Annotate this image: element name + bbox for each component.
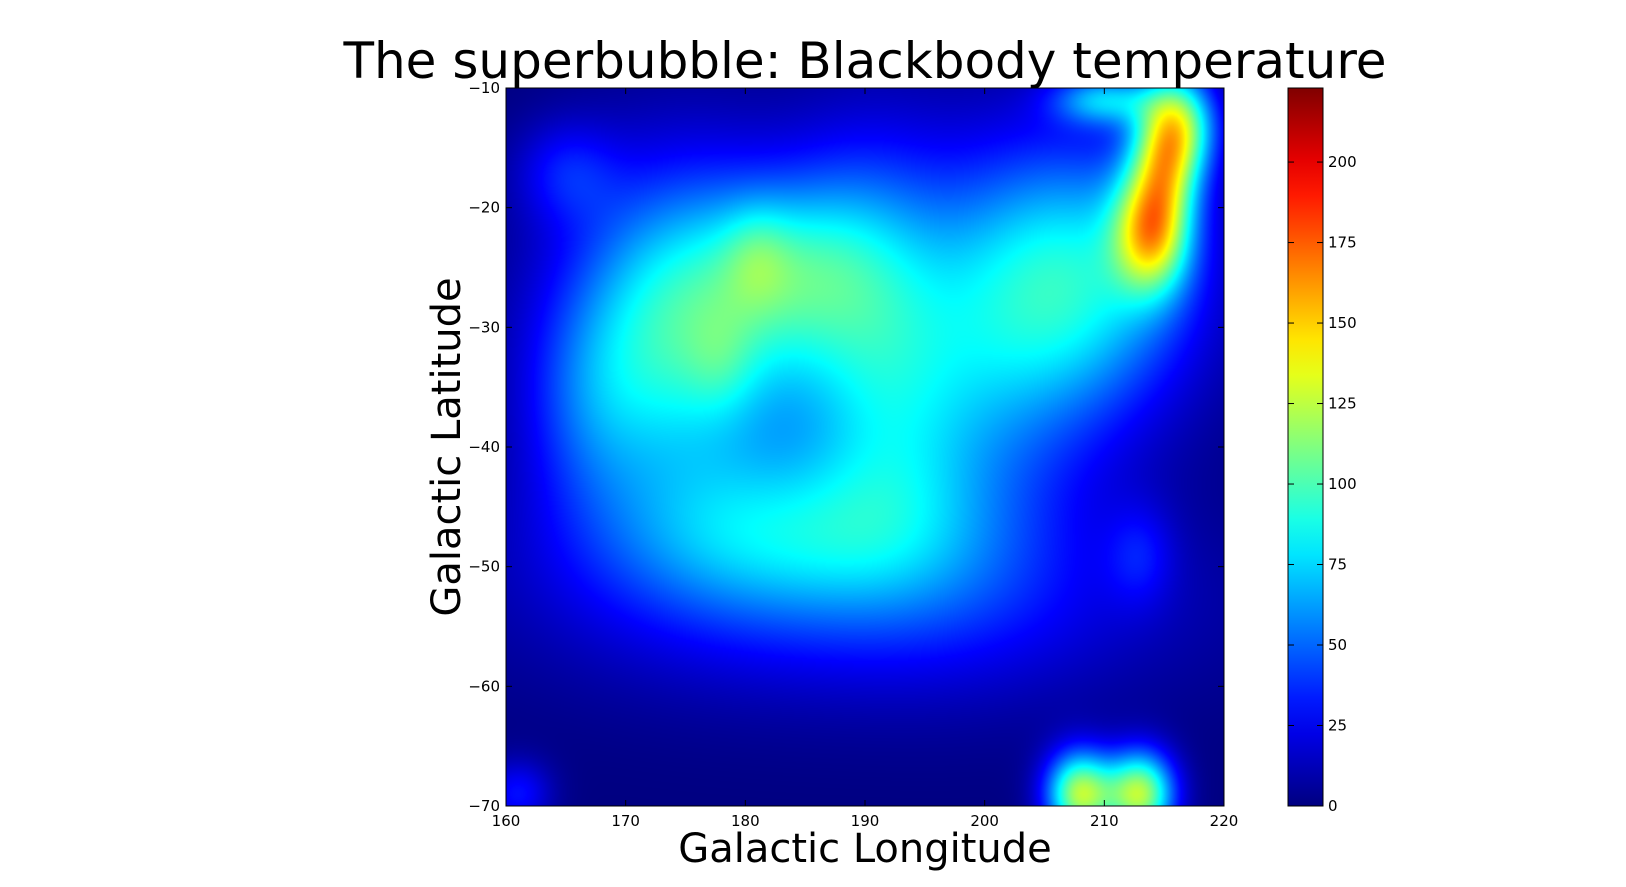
y-axis-label: Galactic Latitude [424,277,470,616]
colorbar-tick-label: 175 [1328,234,1357,252]
colorbar-tick-label: 200 [1328,153,1357,171]
x-axis-ticks: 160 170 180 190 200 210 220 [492,88,1239,830]
colorbar-tick-label: 0 [1328,797,1338,815]
colorbar-ticks: 0 25 50 75 100 125 150 175 200 [1288,153,1357,815]
y-tick-label: −50 [468,558,500,576]
chart-title: The superbubble: Blackbody temperature [342,32,1386,90]
y-tick-label: −30 [468,318,500,336]
x-tick-label: 210 [1090,812,1119,830]
heatmap-image-container [506,88,1224,806]
x-axis-label: Galactic Longitude [678,826,1052,872]
x-tick-label: 180 [731,812,760,830]
x-tick-label: 200 [970,812,999,830]
colorbar: 0 25 50 75 100 125 150 175 200 [1287,87,1357,815]
y-tick-label: −70 [468,797,500,815]
y-axis-ticks: −10 −20 −30 −40 −50 −60 −70 [468,79,1224,815]
x-tick-label: 160 [492,812,521,830]
colorbar-tick-label: 25 [1328,717,1347,735]
colorbar-tick-label: 125 [1328,395,1357,413]
colorbar-tick-label: 150 [1328,314,1357,332]
y-tick-label: −60 [468,677,500,695]
colorbar-tick-label: 50 [1328,636,1347,654]
colorbar-fill [1287,87,1324,807]
y-tick-label: −10 [468,79,500,97]
heatmap-plot-area [505,87,1225,807]
x-tick-label: 190 [851,812,880,830]
x-tick-label: 220 [1210,812,1239,830]
colorbar-tick-label: 75 [1328,556,1347,574]
x-tick-label: 170 [611,812,640,830]
heatmap-image [506,88,1224,806]
y-tick-label: −40 [468,438,500,456]
y-tick-label: −20 [468,199,500,217]
colorbar-tick-label: 100 [1328,475,1357,493]
